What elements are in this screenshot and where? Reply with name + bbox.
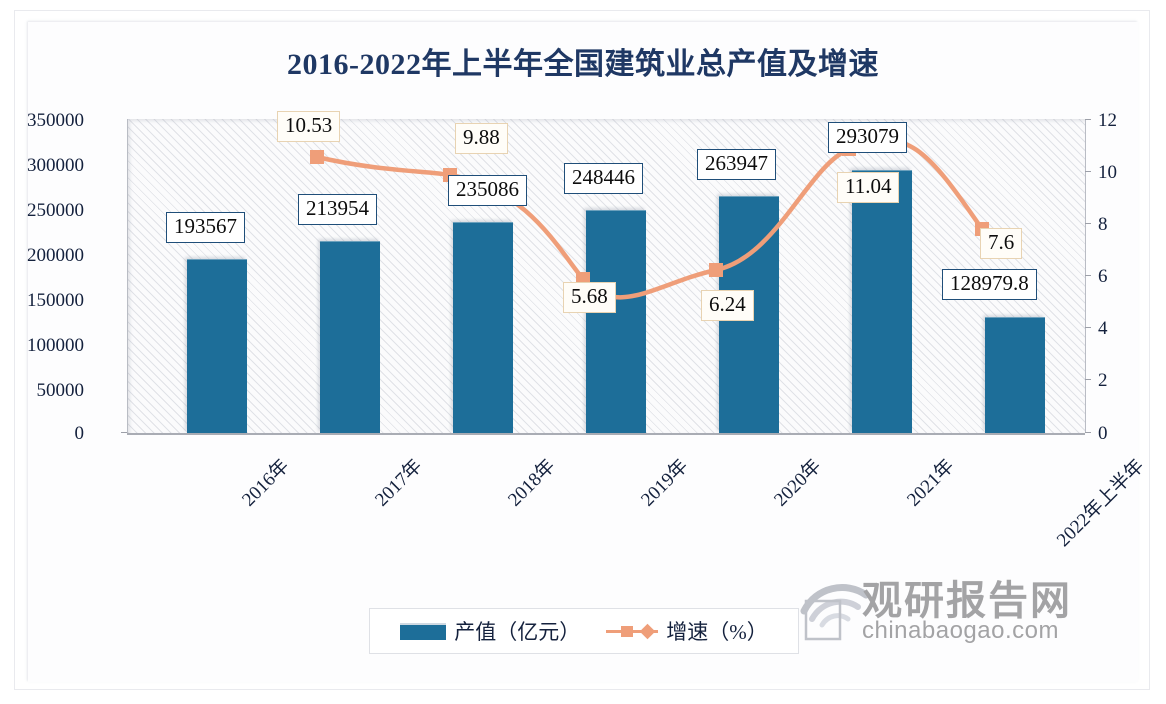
y-axis-tick-50000: 50000 — [36, 380, 85, 401]
page-title: 2016-2022年上半年全国建筑业总产值及增速 — [287, 48, 879, 81]
y2-axis-tick-12: 12 — [1098, 110, 1117, 131]
y2-axis-tick-8: 8 — [1098, 214, 1108, 235]
bar-label-2017: 213954 — [298, 194, 377, 225]
bar-swatch-icon — [400, 622, 447, 640]
y2-axis-tick-10: 10 — [1098, 162, 1117, 183]
y2-axis-tick-4: 4 — [1098, 318, 1108, 339]
y2-tick-mark — [1085, 275, 1091, 276]
y-axis-tick-0: 0 — [74, 423, 85, 444]
bar-label-2018: 235086 — [448, 175, 527, 206]
y2-tick-mark — [1085, 223, 1091, 224]
y2-tick-mark — [1085, 171, 1091, 172]
bar-2022-h1[interactable] — [985, 317, 1045, 433]
y-axis-tick-100000: 100000 — [27, 335, 84, 356]
legend-label-growth-rate: 增速（%） — [666, 620, 768, 644]
y-tick-mark — [121, 432, 127, 433]
line-label-2022: 7.6 — [980, 228, 1023, 259]
bar-label-2022-h1: 128979.8 — [942, 269, 1037, 300]
bar-label-2016: 193567 — [166, 212, 245, 243]
y2-axis-tick-2: 2 — [1098, 370, 1108, 391]
bar-2019[interactable] — [586, 210, 646, 433]
y-axis-tick-300000: 300000 — [27, 155, 84, 176]
legend-label-output-value: 产值（亿元） — [454, 620, 581, 644]
line-swatch-icon — [606, 623, 659, 640]
y-axis-tick-150000: 150000 — [27, 290, 84, 311]
plot-baseline — [127, 433, 1085, 435]
plot-right-axis-line — [1085, 119, 1086, 433]
y2-tick-mark — [1085, 379, 1091, 380]
y2-axis-tick-0: 0 — [1098, 423, 1108, 444]
line-label-2018: 9.88 — [455, 123, 508, 154]
bar-label-2019: 248446 — [564, 163, 643, 194]
bar-2016[interactable] — [187, 259, 247, 433]
y2-tick-mark — [1085, 432, 1091, 433]
line-label-2019: 5.68 — [563, 282, 616, 313]
line-label-2021: 11.04 — [837, 172, 900, 203]
bar-label-2021: 293079 — [828, 122, 907, 153]
legend-item-output-value[interactable]: 产值（亿元） — [400, 616, 580, 646]
bar-2017[interactable] — [320, 241, 380, 433]
line-label-2017: 10.53 — [277, 111, 341, 142]
y2-axis-tick-6: 6 — [1098, 266, 1108, 287]
bar-2018[interactable] — [453, 222, 513, 433]
y2-tick-mark — [1085, 327, 1091, 328]
y2-tick-mark — [1085, 119, 1091, 120]
legend-item-growth-rate[interactable]: 增速（%） — [606, 616, 768, 646]
y-axis-tick-350000: 350000 — [27, 110, 84, 131]
line-label-2020: 6.24 — [701, 290, 754, 321]
chart-legend: 产值（亿元） 增速（%） — [369, 608, 799, 654]
y-axis-tick-200000: 200000 — [27, 245, 84, 266]
bar-label-2020: 263947 — [697, 149, 776, 180]
bar-2021[interactable] — [852, 170, 912, 433]
y-axis-tick-250000: 250000 — [27, 200, 84, 221]
